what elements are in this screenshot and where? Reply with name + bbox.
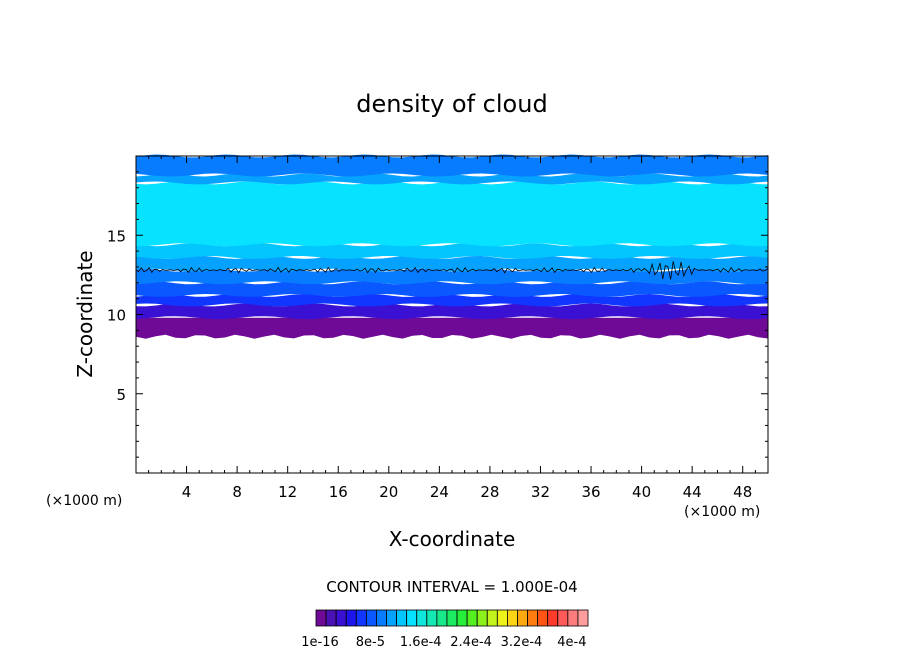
colorbar-swatch	[335, 609, 347, 627]
contour-line	[135, 261, 769, 280]
colorbar-label: 3.2e-4	[501, 635, 543, 650]
colorbar-swatch	[486, 609, 498, 627]
heatmap-layer	[136, 256, 768, 272]
colorbar-swatch	[446, 609, 458, 627]
colorbar-swatch	[386, 609, 397, 627]
y-tick-label: 10	[107, 307, 126, 325]
x-tick-label: 48	[733, 483, 752, 501]
x-unit-right: (×1000 m)	[684, 504, 760, 520]
colorbar-swatch	[527, 609, 539, 627]
heatmap-layer	[136, 303, 768, 320]
colorbar-swatch	[517, 609, 528, 627]
heatmap-layer	[136, 317, 768, 339]
x-tick-label: 24	[430, 483, 449, 501]
colorbar-label: 8e-5	[356, 635, 385, 650]
colorbar-swatch	[396, 609, 408, 627]
colorbar-swatch	[557, 609, 569, 627]
y-axis-label: Z-coordinate	[73, 250, 97, 377]
colorbar-swatch	[406, 609, 418, 627]
x-unit-left: (×1000 m)	[46, 493, 122, 509]
y-tick-label: 15	[107, 227, 126, 245]
colorbar-swatch	[376, 609, 387, 627]
colorbar-label: 1.6e-4	[400, 635, 442, 650]
heatmap-layer	[136, 181, 768, 247]
colorbar-swatch	[315, 609, 327, 627]
x-tick-label: 28	[480, 483, 499, 501]
colorbar-swatch	[537, 609, 549, 627]
contour-lines	[135, 261, 769, 280]
heatmap-layer	[136, 268, 768, 285]
x-tick-label: 36	[581, 483, 600, 501]
colorbar	[315, 609, 589, 627]
heatmap-layer	[136, 154, 768, 177]
x-axis-label: X-coordinate	[389, 527, 516, 551]
x-tick-label: 40	[632, 483, 651, 501]
heatmap-layer	[136, 243, 768, 259]
x-tick-label: 4	[182, 483, 192, 501]
colorbar-swatch	[577, 609, 589, 627]
x-tick-label: 44	[683, 483, 702, 501]
x-tick-label: 8	[232, 483, 242, 501]
y-tick-label: 5	[116, 386, 126, 404]
colorbar-swatch	[365, 609, 377, 627]
colorbar-swatch	[345, 609, 357, 627]
x-tick-label: 32	[531, 483, 550, 501]
colorbar-swatch	[466, 609, 478, 627]
colorbar-swatch	[456, 609, 468, 627]
heatmap-layer	[136, 281, 768, 297]
colorbar-swatch	[426, 609, 438, 627]
colorbar-label: 4e-4	[557, 635, 586, 650]
colorbar-label: 1e-16	[301, 635, 339, 650]
axis-ticks	[136, 156, 768, 473]
colorbar-label: 2.4e-4	[450, 635, 492, 650]
colorbar-swatch	[416, 609, 428, 627]
colorbar-swatch	[355, 609, 367, 627]
colorbar-swatch	[325, 609, 337, 627]
heatmap-layers	[136, 154, 768, 339]
x-tick-label: 16	[329, 483, 348, 501]
colorbar-swatch	[547, 609, 559, 627]
colorbar-swatch	[507, 609, 518, 627]
x-tick-label: 12	[278, 483, 297, 501]
colorbar-swatch	[436, 609, 448, 627]
colorbar-swatch	[496, 609, 508, 627]
x-tick-label: 20	[379, 483, 398, 501]
colorbar-labels: 1e-16 8e-5 1.6e-4 2.4e-4 3.2e-4 4e-4	[301, 635, 586, 650]
colorbar-swatch	[567, 609, 579, 627]
heatmap-layer	[136, 294, 768, 307]
contour-interval-text: CONTOUR INTERVAL = 1.000E-04	[326, 578, 577, 596]
chart-title: density of cloud	[356, 90, 547, 118]
colorbar-swatch	[476, 609, 488, 627]
